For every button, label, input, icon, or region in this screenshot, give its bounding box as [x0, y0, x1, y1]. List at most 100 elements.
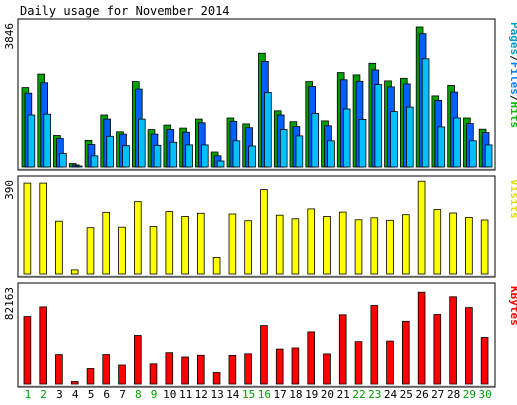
- series-visits: [23, 180, 489, 275]
- bar-visits-day-30: [480, 219, 489, 275]
- x-tick-label: 26: [415, 388, 428, 401]
- bar-pages-day-2: [43, 113, 51, 168]
- bar-kbytes-day-8: [133, 335, 142, 385]
- bar-visits-day-11: [181, 215, 189, 275]
- x-tick-label: 23: [368, 388, 381, 401]
- bar-kbytes-day-22: [354, 341, 363, 385]
- y-axis-max-label: 390: [3, 180, 16, 200]
- panel-frame: [17, 18, 496, 171]
- bar-kbytes-day-3: [55, 354, 63, 385]
- bar-pages-day-21: [342, 108, 351, 168]
- bar-visits-day-21: [338, 211, 347, 275]
- x-tick-label: 5: [88, 388, 95, 401]
- bar-pages-day-6: [106, 135, 115, 168]
- bar-visits-day-3: [55, 220, 63, 275]
- bar-kbytes-day-23: [370, 305, 379, 385]
- x-tick-label: 13: [210, 388, 223, 401]
- bar-visits-day-5: [86, 227, 95, 275]
- bar-pages-day-29: [469, 140, 477, 168]
- bar-kbytes-day-19: [307, 331, 315, 385]
- x-tick-label: 27: [431, 388, 444, 401]
- bar-kbytes-day-14: [228, 354, 237, 385]
- x-tick-label: 8: [135, 388, 142, 401]
- bar-kbytes-day-12: [196, 354, 205, 385]
- bar-kbytes-day-17: [275, 348, 284, 385]
- bar-pages-day-3: [59, 153, 67, 168]
- bar-pages-day-8: [137, 118, 146, 168]
- bar-pages-day-1: [27, 114, 36, 168]
- x-tick-label: 20: [321, 388, 334, 401]
- x-tick-label: 2: [40, 388, 47, 401]
- x-tick-label: 7: [119, 388, 126, 401]
- legend-entry: /: [508, 55, 517, 62]
- x-tick-label: 18: [289, 388, 302, 401]
- legend-visits: Visits: [508, 179, 517, 219]
- bar-visits-day-6: [102, 211, 111, 275]
- bar-visits-day-28: [449, 212, 457, 275]
- bar-visits-day-10: [165, 211, 174, 275]
- x-tick-label: 12: [195, 388, 208, 401]
- bar-visits-day-23: [370, 217, 379, 275]
- bar-visits-day-12: [196, 212, 205, 275]
- legend-hits: Pages/Files/Hits: [508, 22, 517, 128]
- bar-kbytes-day-20: [323, 353, 331, 385]
- x-tick-label: 24: [384, 388, 398, 401]
- x-tick-label: 30: [478, 388, 491, 401]
- series-pages: [27, 58, 493, 168]
- legend-entry: KBytes: [508, 286, 517, 326]
- bar-kbytes-day-6: [102, 354, 111, 385]
- bar-pages-day-22: [358, 119, 367, 168]
- bar-kbytes-day-11: [181, 356, 189, 385]
- x-tick-label: 19: [305, 388, 318, 401]
- x-tick-label: 28: [447, 388, 460, 401]
- panel-visits: 390 Visits: [3, 175, 517, 278]
- bar-visits-day-15: [244, 220, 252, 275]
- x-tick-label: 16: [258, 388, 271, 401]
- x-tick-label: 22: [352, 388, 365, 401]
- x-tick-label: 10: [163, 388, 176, 401]
- x-tick-label: 11: [179, 388, 192, 401]
- bar-kbytes-day-24: [386, 340, 394, 385]
- bar-kbytes-day-2: [39, 306, 47, 385]
- bar-visits-day-26: [417, 180, 426, 275]
- bar-pages-day-25: [405, 106, 414, 168]
- x-tick-label: 4: [72, 388, 79, 401]
- bar-kbytes-day-18: [291, 347, 300, 385]
- bar-visits-day-22: [354, 219, 363, 275]
- bar-pages-day-16: [264, 92, 272, 168]
- bar-pages-day-20: [327, 140, 335, 168]
- bar-visits-day-14: [228, 213, 237, 275]
- bar-kbytes-day-1: [23, 316, 32, 385]
- bar-kbytes-day-13: [212, 372, 221, 385]
- y-axis-max-label: 82163: [3, 287, 16, 320]
- x-tick-label: 9: [151, 388, 158, 401]
- panel-frame: [17, 175, 496, 278]
- bar-visits-day-4: [70, 269, 79, 275]
- bar-visits-day-1: [23, 182, 32, 275]
- bar-pages-day-4: [74, 165, 83, 168]
- bar-kbytes-day-21: [338, 314, 347, 385]
- legend-kbytes: KBytes: [508, 286, 517, 326]
- bar-pages-day-27: [437, 126, 446, 168]
- x-tick-label: 21: [337, 388, 350, 401]
- bar-pages-day-23: [374, 84, 383, 168]
- x-tick-label: 6: [103, 388, 110, 401]
- bar-pages-day-19: [311, 113, 319, 168]
- bar-pages-day-5: [90, 155, 99, 168]
- bar-kbytes-day-27: [433, 314, 442, 385]
- x-tick-label: 3: [56, 388, 63, 401]
- bar-kbytes-day-26: [417, 291, 426, 385]
- bar-kbytes-day-9: [149, 363, 158, 385]
- legend-entry: Visits: [508, 179, 517, 219]
- bar-kbytes-day-15: [244, 353, 252, 385]
- bar-pages-day-18: [295, 135, 304, 168]
- bar-visits-day-19: [307, 208, 315, 275]
- bar-visits-day-27: [433, 209, 442, 275]
- legend-entry: /: [508, 95, 517, 102]
- chart-title: Daily usage for November 2014: [20, 4, 230, 18]
- bar-pages-day-28: [453, 117, 461, 168]
- bar-pages-day-9: [153, 144, 162, 168]
- bar-kbytes-day-25: [401, 320, 410, 385]
- x-tick-label: 25: [400, 388, 413, 401]
